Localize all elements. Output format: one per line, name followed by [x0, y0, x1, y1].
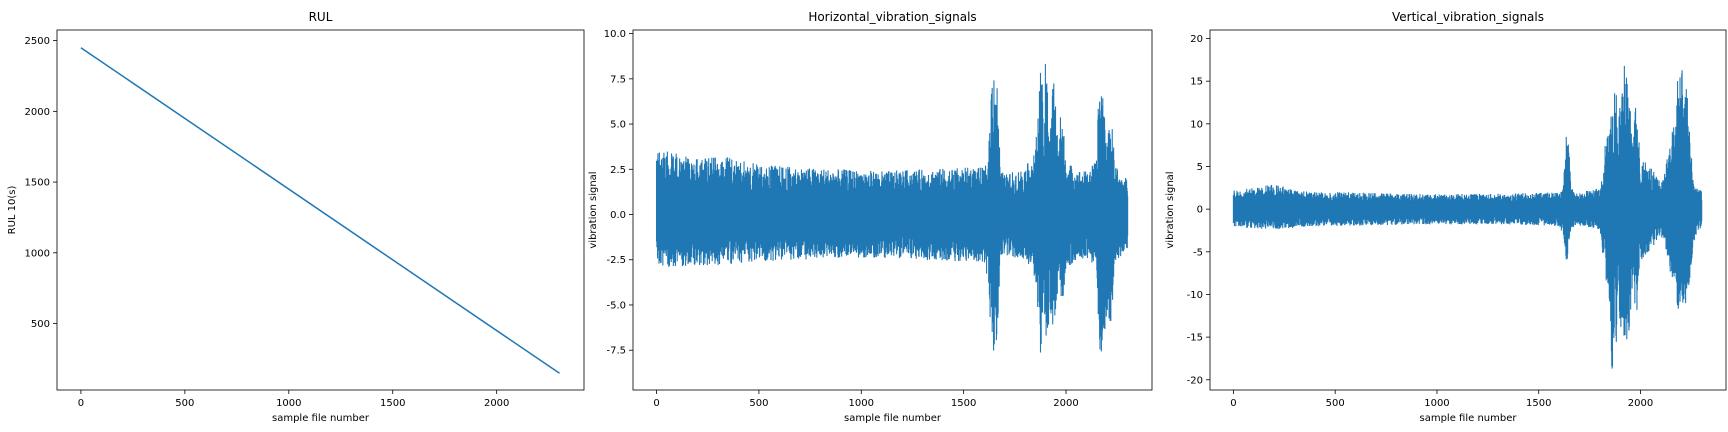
chart-title: Vertical_vibration_signals — [1392, 10, 1544, 24]
plot-area — [80, 47, 560, 374]
y-tick-label: 1000 — [25, 248, 50, 259]
x-tick-label: 2000 — [484, 398, 509, 409]
x-axis-label: sample file number — [1420, 413, 1518, 424]
y-axis-label: RUL 10(s) — [7, 186, 18, 235]
chart-title: RUL — [309, 10, 333, 24]
chart-0: 0 500 1000 1500 2000 500 1000 1500 2000 2500 RUL sa… — [7, 10, 585, 424]
y-tick-label: 0 — [1197, 205, 1203, 216]
x-tick-label: 500 — [175, 398, 194, 409]
y-tick-label: -10 — [1187, 290, 1203, 301]
y-tick-label: -20 — [1187, 375, 1203, 386]
x-tick-label: 2000 — [1053, 398, 1078, 409]
y-tick-label: -15 — [1187, 333, 1203, 344]
y-tick-label: 15 — [1190, 77, 1203, 88]
y-tick-label: -7.5 — [606, 346, 626, 357]
y-tick-label: 2.5 — [610, 165, 626, 176]
y-tick-label: 10 — [1190, 119, 1203, 130]
y-tick-label: -2.5 — [606, 255, 626, 266]
x-tick-label: 1000 — [849, 398, 874, 409]
y-tick-label: 5.0 — [610, 120, 626, 131]
x-tick-label: 1500 — [951, 398, 976, 409]
chart-title: Horizontal_vibration_signals — [808, 10, 976, 24]
chart-1: 0 500 1000 1500 2000 -7.5 -5.0 -2.5 0.0 2.5 5.0 7.5… — [588, 10, 1153, 424]
x-tick-label: 0 — [1230, 398, 1236, 409]
axes-frame — [1209, 29, 1727, 391]
x-tick-label: 0 — [653, 398, 659, 409]
y-tick-label: 2500 — [25, 36, 50, 47]
y-tick-label: 7.5 — [610, 74, 626, 85]
plot-area — [655, 63, 1129, 353]
y-axis-label: vibration signal — [1165, 171, 1176, 248]
y-tick-label: 1500 — [25, 178, 50, 189]
x-tick-label: 1500 — [1526, 398, 1551, 409]
y-tick-label: 0.0 — [610, 210, 626, 221]
x-tick-label: 1000 — [1424, 398, 1449, 409]
signal-core — [1233, 142, 1702, 282]
x-tick-label: 0 — [78, 398, 84, 409]
x-tick-label: 500 — [1326, 398, 1345, 409]
series-line-0 — [80, 47, 560, 374]
y-tick-label: 20 — [1190, 34, 1203, 45]
x-tick-label: 500 — [749, 398, 768, 409]
x-tick-label: 2000 — [1628, 398, 1653, 409]
signal-core — [656, 143, 1128, 282]
y-axis-label: vibration signal — [588, 171, 599, 248]
x-tick-label: 1500 — [380, 398, 405, 409]
axes-frame — [56, 29, 585, 391]
axes-frame — [632, 29, 1153, 391]
x-axis-label: sample file number — [844, 413, 942, 424]
y-tick-label: -5.0 — [606, 300, 626, 311]
y-tick-label: 500 — [31, 319, 50, 330]
y-tick-label: 5 — [1197, 162, 1203, 173]
x-axis-label: sample file number — [272, 413, 370, 424]
chart-2: 0 500 1000 1500 2000 -20 -15 -10 -5 0 5 10 15 20 Verti… — [1165, 10, 1727, 424]
x-tick-label: 1000 — [276, 398, 301, 409]
y-tick-label: -5 — [1193, 247, 1203, 258]
y-tick-label: 10.0 — [604, 29, 626, 40]
y-tick-label: 2000 — [25, 107, 50, 118]
plot-area — [1232, 65, 1703, 369]
